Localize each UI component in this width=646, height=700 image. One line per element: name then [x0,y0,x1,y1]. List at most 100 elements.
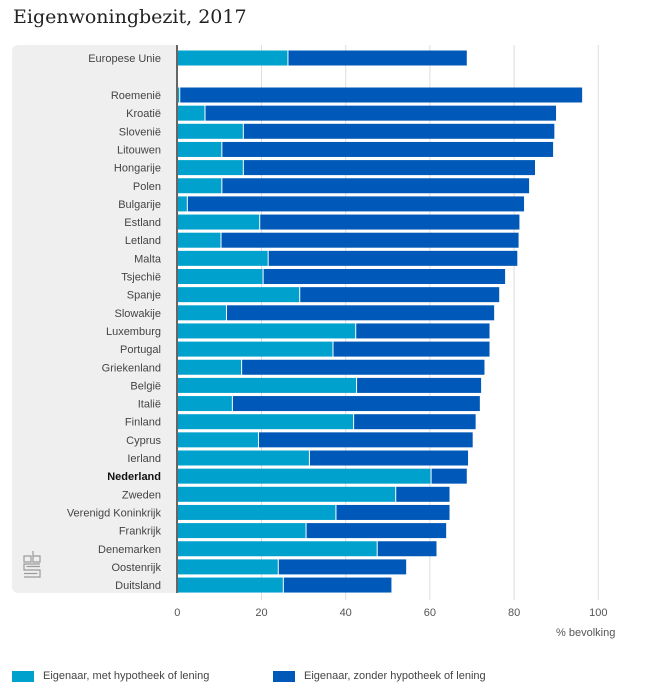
bar-met-hypotheek [177,105,205,121]
bar-zonder-hypotheek [396,486,450,502]
bar-met-hypotheek [177,214,260,230]
legend-label: Eigenaar, met hypotheek of lening [43,670,210,682]
bar-met-hypotheek [177,341,333,357]
bar-zonder-hypotheek [268,250,518,266]
bar-met-hypotheek [177,523,306,539]
bar-met-hypotheek [177,377,357,393]
legend-item-met-hypotheek: Eigenaar, met hypotheek of lening [12,670,209,682]
category-label: Tsjechië [121,272,161,284]
x-tick-label: 100 [589,607,607,619]
bar-zonder-hypotheek [333,341,490,357]
bar-zonder-hypotheek [283,577,392,593]
category-label: Duitsland [115,580,161,592]
legend-swatch-dark [273,670,295,682]
bar-met-hypotheek [177,559,278,575]
category-label: Bulgarije [118,199,161,211]
bar-zonder-hypotheek [300,287,500,303]
bar-met-hypotheek [177,50,288,66]
category-label: Nederland [107,471,161,483]
bar-met-hypotheek [177,323,356,339]
bar-zonder-hypotheek [357,377,482,393]
bar-zonder-hypotheek [187,196,525,212]
bar-zonder-hypotheek [242,359,485,375]
x-tick-label: 0 [174,607,180,619]
bar-zonder-hypotheek [205,105,557,121]
category-label: Europese Unie [88,53,161,65]
bar-met-hypotheek [177,486,396,502]
bar-met-hypotheek [177,359,242,375]
bar-zonder-hypotheek [180,87,583,103]
bar-zonder-hypotheek [263,269,506,284]
bar-met-hypotheek [177,250,268,266]
bar-met-hypotheek [177,504,336,520]
x-tick-label: 60 [424,607,436,619]
category-label: Zweden [122,489,161,501]
category-label: Luxemburg [106,326,161,338]
category-label: Finland [125,417,161,429]
category-label: Cyprus [126,435,161,447]
bar-met-hypotheek [177,269,263,284]
y-axis-line [176,45,178,593]
bar-zonder-hypotheek [222,141,554,157]
bar-zonder-hypotheek [336,504,450,520]
bar-zonder-hypotheek [243,160,535,176]
x-tick-label: 20 [255,607,267,619]
legend-swatch-light [12,670,34,682]
category-label: Letland [125,235,161,247]
category-label: Spanje [127,290,161,302]
bar-zonder-hypotheek [278,559,407,575]
bar-zonder-hypotheek [243,123,555,139]
category-label: Ierland [127,453,161,465]
bar-met-hypotheek [177,414,354,430]
category-label: Polen [133,181,161,193]
x-tick-label: 80 [508,607,520,619]
bar-zonder-hypotheek [354,414,476,430]
category-label: Griekenland [102,362,161,374]
bar-zonder-hypotheek [288,50,467,66]
bar-zonder-hypotheek [221,232,519,248]
category-label: Italië [138,399,161,411]
bar-met-hypotheek [177,287,300,303]
category-label: Litouwen [117,144,161,156]
category-label: België [130,380,161,392]
bar-met-hypotheek [177,541,377,557]
category-label: Verenigd Koninkrijk [67,507,162,519]
x-tick-label: 40 [340,607,352,619]
category-label: Hongarije [114,163,161,175]
category-label: Estland [124,217,161,229]
category-label-panel [12,45,177,593]
category-label: Frankrijk [119,526,162,538]
bar-zonder-hypotheek [222,178,530,194]
category-label: Oostenrijk [111,562,161,574]
bar-met-hypotheek [177,141,222,157]
bar-zonder-hypotheek [226,305,495,321]
chart-title: Eigenwoningbezit, 2017 [13,6,247,28]
category-label: Roemenië [111,90,161,102]
bar-met-hypotheek [177,450,309,466]
bar-zonder-hypotheek [232,396,480,412]
bar-met-hypotheek [177,196,187,212]
bar-met-hypotheek [177,305,226,321]
bar-zonder-hypotheek [258,432,473,448]
bar-zonder-hypotheek [309,450,469,466]
bar-zonder-hypotheek [306,523,447,539]
bar-met-hypotheek [177,87,180,103]
category-label: Slowakije [115,308,161,320]
category-label: Denemarken [98,544,161,556]
x-axis-label: % bevolking [556,627,616,639]
chart-plot: Europese Unie Roemenië Kroatië Slovenië Lito… [67,45,607,619]
category-label: Malta [134,253,162,265]
bar-met-hypotheek [177,468,431,484]
category-label: Slovenië [119,126,161,138]
bar-met-hypotheek [177,232,221,248]
bar-zonder-hypotheek [356,323,490,339]
category-label: Kroatië [126,108,161,120]
cbs-logo-icon [23,550,41,583]
bar-zonder-hypotheek [260,214,520,230]
bar-zonder-hypotheek [377,541,437,557]
bar-met-hypotheek [177,178,222,194]
bar-met-hypotheek [177,123,243,139]
bar-met-hypotheek [177,160,243,176]
category-label: Portugal [120,344,161,356]
legend-label: Eigenaar, zonder hypotheek of lening [304,670,486,682]
